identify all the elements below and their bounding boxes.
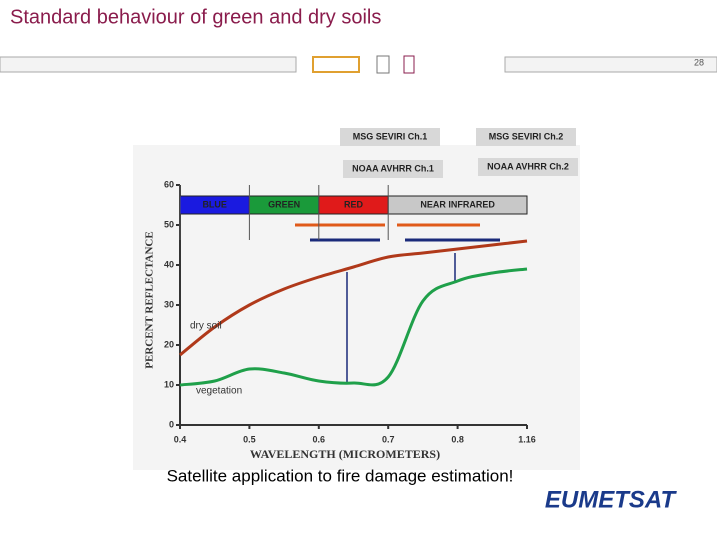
x-tick-label: 0.5	[243, 434, 256, 444]
header-bar	[0, 56, 297, 73]
header-icon	[403, 55, 415, 74]
band-label: GREEN	[268, 199, 300, 209]
chart-bg	[133, 145, 580, 470]
band-label: NEAR INFRARED	[420, 199, 495, 209]
y-axis-label: PERCENT REFLECTANCE	[144, 231, 156, 368]
x-tick-label: 0.7	[382, 434, 395, 444]
x-tick-label: 1.16	[518, 434, 536, 444]
band-label: RED	[344, 199, 364, 209]
page-number: 28	[694, 57, 704, 67]
series-line	[179, 239, 528, 357]
callout	[476, 128, 576, 146]
y-tick-label: 10	[164, 379, 174, 389]
series-annotation: vegetation	[196, 386, 242, 397]
callout	[340, 128, 440, 146]
header-icon	[376, 55, 390, 74]
series-annotation: dry soil	[190, 321, 222, 332]
y-tick-label: 0	[169, 419, 174, 429]
y-tick-label: 40	[164, 259, 174, 269]
x-axis-label: WAVELENGTH (MICROMETERS)	[250, 447, 440, 461]
callout	[343, 160, 443, 178]
band-label: BLUE	[202, 199, 227, 209]
header-bar	[504, 56, 717, 73]
callout	[478, 158, 578, 176]
slide-title: Standard behaviour of green and dry soil…	[10, 6, 381, 28]
series-line	[179, 267, 528, 387]
channel-label: MSG SEVIRI Ch.1	[353, 131, 428, 141]
channel-label: NOAA AVHRR Ch.2	[487, 161, 569, 171]
x-tick-label: 0.6	[313, 434, 326, 444]
x-tick-label: 0.4	[174, 434, 187, 444]
y-tick-label: 60	[164, 179, 174, 189]
y-tick-label: 30	[164, 299, 174, 309]
channel-label: MSG SEVIRI Ch.2	[489, 131, 564, 141]
x-tick-label: 0.8	[451, 434, 464, 444]
header-box	[312, 56, 360, 73]
y-tick-label: 50	[164, 219, 174, 229]
channel-label: NOAA AVHRR Ch.1	[352, 163, 434, 173]
y-tick-label: 20	[164, 339, 174, 349]
logo: EUMETSAT	[545, 486, 678, 513]
caption: Satellite application to fire damage est…	[167, 466, 514, 485]
